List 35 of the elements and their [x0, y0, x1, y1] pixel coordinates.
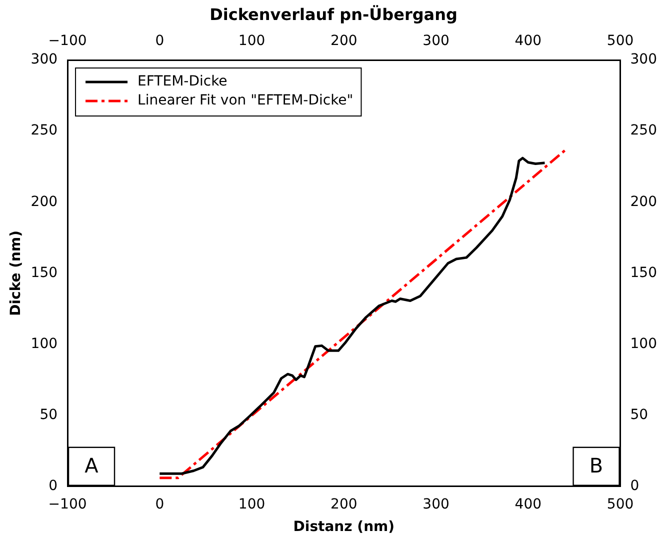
- x2-tick-label: 500: [606, 33, 634, 50]
- y2-tick-label: 100: [630, 336, 658, 352]
- chart-title: Dickenverlauf pn-Übergang: [210, 4, 458, 24]
- x-tick-label: 400: [514, 496, 542, 512]
- y-tick-label: 200: [30, 194, 58, 210]
- y-tick-label: 50: [40, 406, 58, 423]
- legend-label: Linearer Fit von "EFTEM-Dicke": [138, 92, 354, 109]
- x2-tick-label: 0: [155, 33, 164, 50]
- y-tick-label: 250: [30, 122, 58, 139]
- y-tick-label: 100: [30, 336, 58, 352]
- y2-tick-label: 300: [630, 52, 658, 68]
- y-tick-label: 300: [30, 52, 58, 68]
- x-tick-label: 0: [155, 496, 164, 512]
- y-tick-label: 150: [30, 264, 58, 281]
- x-axis-title: Distanz (nm): [293, 519, 395, 536]
- legend-label: EFTEM-Dicke: [138, 74, 228, 90]
- x2-tick-label: 300: [422, 33, 450, 50]
- x2-tick-label: −100: [48, 33, 87, 50]
- x-tick-label: 100: [238, 496, 266, 512]
- y2-tick-label: 0: [630, 478, 640, 494]
- x2-tick-label: 400: [514, 33, 542, 50]
- x-tick-label: 300: [422, 496, 450, 512]
- x-tick-label: −100: [48, 496, 87, 512]
- x2-tick-label: 200: [330, 33, 358, 50]
- y2-tick-label: 150: [630, 264, 658, 281]
- x-tick-label: 200: [330, 496, 358, 512]
- x-tick-label: 500: [606, 496, 634, 512]
- y-tick-label: 0: [48, 478, 58, 494]
- annotation: B: [589, 454, 604, 478]
- y2-tick-label: 50: [630, 406, 648, 423]
- y-axis-title: Dicke (nm): [8, 230, 24, 316]
- annotation: A: [84, 454, 99, 478]
- y2-tick-label: 250: [630, 122, 658, 139]
- y2-tick-label: 200: [630, 194, 658, 210]
- x2-tick-label: 100: [238, 33, 266, 50]
